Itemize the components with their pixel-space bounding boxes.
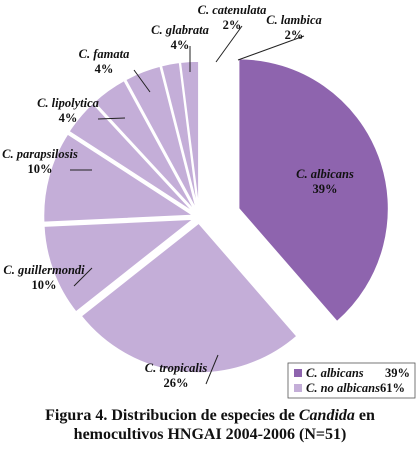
label-value-c-parapsilosis: 10% [28, 162, 53, 176]
caption-line2: hemocultivos HNGAI 2004-2006 (N=51) [73, 426, 347, 443]
label-name-c-guillermondi: C. guillermondi [3, 263, 85, 277]
leader-line-c-tropicalis [205, 354, 219, 385]
caption-suffix: en [354, 407, 375, 424]
label-value-c-albicans: 39% [313, 182, 338, 196]
legend-name-no-albicans: C. no albicans [306, 381, 380, 395]
slice-c-lipolytica [67, 101, 196, 214]
legend: C. albicans 39% C. no albicans 61% [287, 362, 416, 399]
legend-swatch-albicans [294, 369, 302, 377]
pie-slices [42, 57, 390, 374]
label-name-c-glabrata: C. glabrata [151, 23, 209, 37]
slice-c-famata [92, 79, 197, 213]
slice-c-guillermondi [42, 218, 197, 314]
label-name-c-catenulata: C. catenulata [198, 3, 267, 17]
leader-line-c-catenulata [215, 25, 243, 63]
label-name-c-lambica: C. lambica [266, 13, 322, 27]
label-value-c-lipolytica: 4% [59, 111, 78, 125]
leader-line-c-lambica [237, 35, 305, 61]
slice-c-albicans [237, 57, 390, 323]
legend-box [287, 362, 416, 399]
label-name-c-tropicalis: C. tropicalis [145, 361, 208, 375]
label-value-c-lambica: 2% [285, 28, 304, 42]
caption-prefix: Figura 4. Distribucion de especies de [45, 407, 299, 424]
legend-swatch-no-albicans [294, 384, 302, 392]
leader-line-c-famata [133, 69, 151, 93]
slice-c-tropicalis [79, 221, 299, 374]
label-name-c-albicans: C. albicans [296, 167, 354, 181]
slice-c-parapsilosis [42, 132, 196, 224]
leader-line-c-guillermondi [73, 267, 93, 287]
legend-value-albicans: 39% [385, 366, 410, 380]
caption-italic: Candida [298, 407, 355, 424]
label-name-c-parapsilosis: C. parapsilosis [2, 147, 78, 161]
label-value-c-guillermondi: 10% [32, 278, 57, 292]
legend-value-no-albicans: 61% [380, 381, 405, 395]
leader-line-c-lipolytica [97, 117, 126, 120]
label-value-c-tropicalis: 26% [164, 376, 189, 390]
label-value-c-famata: 4% [95, 62, 114, 76]
label-value-c-catenulata: 2% [223, 18, 242, 32]
label-name-c-famata: C. famata [79, 47, 130, 61]
legend-name-albicans: C. albicans [306, 366, 364, 380]
figure-caption: Figura 4. Distribucion de especies de Ca… [0, 406, 420, 444]
label-value-c-glabrata: 4% [171, 38, 190, 52]
slice-c-glabrata [124, 65, 198, 212]
label-name-c-lipolytica: C. lipolytica [37, 96, 99, 110]
